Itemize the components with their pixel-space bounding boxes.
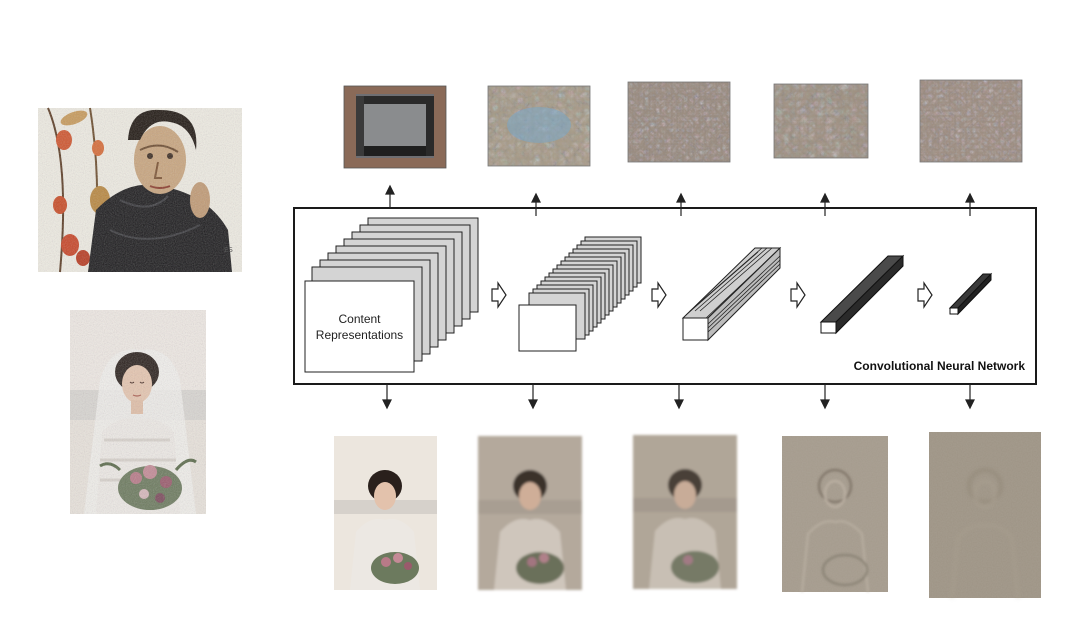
down-arrow-icon (820, 384, 830, 410)
content-output-1 (334, 436, 437, 590)
up-arrow-icon (531, 192, 541, 216)
style-output-2 (487, 85, 591, 167)
down-arrow-icon (674, 384, 684, 410)
hollow-right-arrow-icon (917, 281, 933, 309)
down-arrow-icon (382, 384, 392, 410)
up-arrow-icon (676, 192, 686, 216)
layer-stack-4 (819, 254, 905, 335)
hollow-right-arrow-icon (491, 281, 507, 309)
content-output-3 (633, 435, 737, 589)
hollow-right-arrow-icon (790, 281, 806, 309)
up-arrow-icon (820, 192, 830, 216)
style-output-5 (919, 79, 1023, 163)
layer-stack-2 (518, 236, 642, 352)
layer-stack-5 (948, 272, 993, 316)
down-arrow-icon (528, 384, 538, 410)
down-arrow-icon (965, 384, 975, 410)
style-output-4 (773, 83, 869, 159)
content-output-2 (478, 436, 582, 590)
style-output-1 (343, 85, 447, 169)
layer-stack-1 (304, 217, 479, 373)
content-representations-label: Content Representations (315, 312, 404, 342)
flow-arrows (491, 281, 933, 309)
content-output-4 (782, 436, 888, 593)
style-input-image: ES (38, 107, 242, 273)
content-output-5 (929, 432, 1041, 599)
layer-stack-3 (681, 246, 782, 342)
up-arrow-icon (385, 184, 395, 208)
content-input-image (70, 310, 206, 514)
style-output-3 (627, 81, 731, 163)
network-label: Convolutional Neural Network (853, 359, 1025, 373)
hollow-right-arrow-icon (651, 281, 667, 309)
up-arrow-icon (965, 192, 975, 216)
